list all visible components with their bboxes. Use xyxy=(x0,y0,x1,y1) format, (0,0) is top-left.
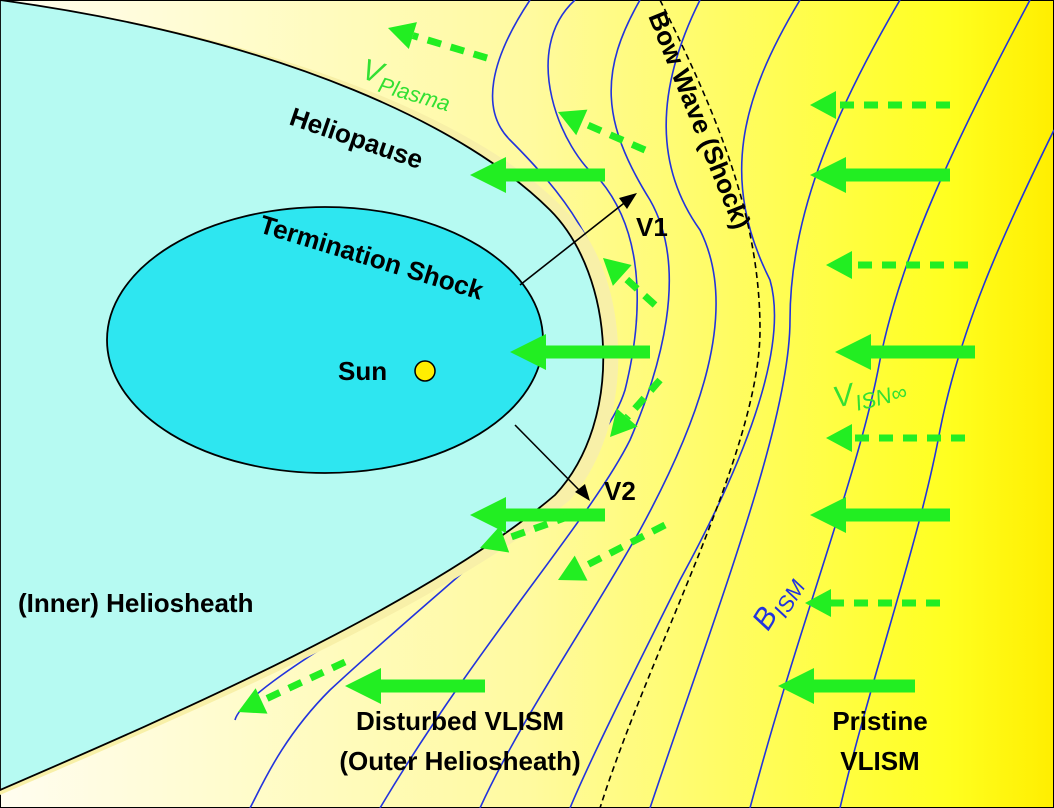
pristine-label: VLISM xyxy=(840,746,919,776)
v1-label: V1 xyxy=(636,212,668,242)
disturbed-label: Disturbed VLISM xyxy=(356,706,564,736)
sun-marker xyxy=(415,361,435,381)
diagram: VPlasma Heliopause Termination Shock Bow… xyxy=(0,0,1054,808)
pristine-label: Pristine xyxy=(832,706,927,736)
sun-label: Sun xyxy=(338,356,387,386)
inner-heliosheath-label: (Inner) Heliosheath xyxy=(18,588,253,618)
v2-label: V2 xyxy=(604,476,636,506)
disturbed-label: (Outer Heliosheath) xyxy=(339,746,580,776)
